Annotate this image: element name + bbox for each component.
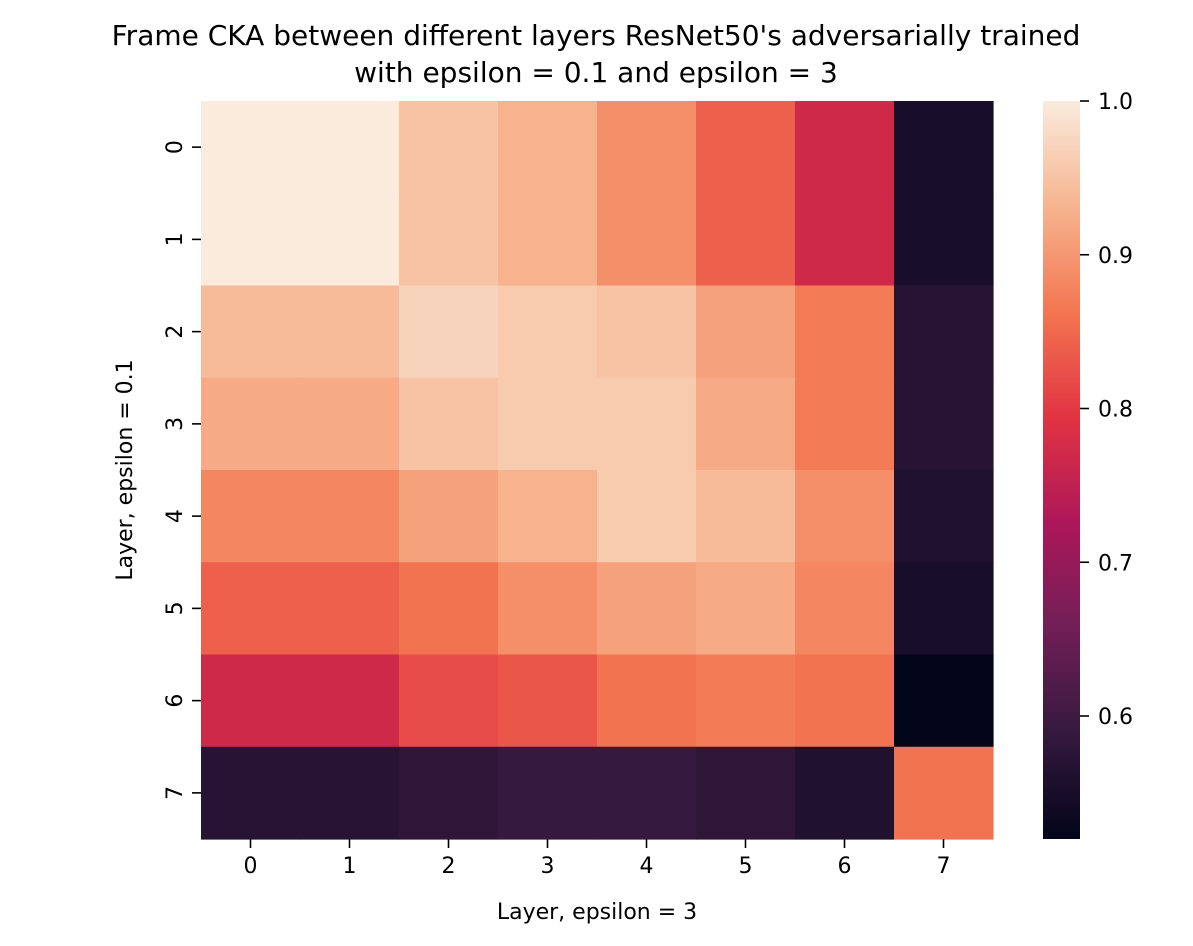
heatmap-cell-4-1 [300, 470, 400, 563]
heatmap-cell-3-0 [201, 377, 301, 471]
heatmap-cell-4-6 [795, 470, 895, 563]
heatmap-cell-0-2 [399, 101, 499, 194]
heatmap-cell-7-7 [894, 746, 994, 840]
heatmap-cell-0-6 [795, 101, 895, 194]
y-tick-label-0: 0 [163, 140, 188, 154]
x-tick-label-4: 4 [640, 854, 654, 879]
heatmap-cell-0-0 [201, 101, 301, 194]
heatmap-cell-4-3 [498, 470, 598, 563]
x-tick-label-5: 5 [739, 854, 753, 879]
x-tick-label-7: 7 [937, 854, 951, 879]
heatmap-cell-2-4 [597, 285, 697, 379]
y-tick-label-5: 5 [163, 601, 188, 615]
y-tick-label-7: 7 [163, 786, 188, 800]
heatmap-cell-5-0 [201, 562, 301, 656]
heatmap-cell-5-1 [300, 562, 400, 656]
x-tick-label-1: 1 [343, 854, 357, 879]
heatmap-cell-4-5 [696, 470, 796, 563]
heatmap-cell-2-0 [201, 285, 301, 379]
colorbar-tick-label-1: 0.9 [1098, 244, 1133, 269]
colorbar-tick-label-3: 0.7 [1098, 551, 1133, 576]
heatmap-cell-1-4 [597, 193, 697, 287]
heatmap-cell-7-6 [795, 746, 895, 840]
heatmap-cell-5-5 [696, 562, 796, 656]
heatmap-cell-2-6 [795, 285, 895, 379]
x-tick-label-3: 3 [541, 854, 555, 879]
heatmap-cell-0-5 [696, 101, 796, 194]
colorbar-tick-label-4: 0.6 [1098, 705, 1133, 730]
heatmap-cell-2-2 [399, 285, 499, 379]
chart-title-line-2: with epsilon = 0.1 and epsilon = 3 [354, 56, 838, 89]
heatmap-cell-5-4 [597, 562, 697, 656]
chart-title-line-1: Frame CKA between different layers ResNe… [112, 19, 1081, 52]
heatmap-cell-1-1 [300, 193, 400, 287]
x-axis-ticks: 0 1 2 3 4 5 6 7 [244, 839, 951, 879]
heatmap-cell-1-2 [399, 193, 499, 287]
heatmap-cell-6-0 [201, 654, 301, 748]
x-tick-label-6: 6 [838, 854, 852, 879]
heatmap-cell-7-2 [399, 746, 499, 840]
heatmap-cell-0-7 [894, 101, 994, 194]
heatmap-cell-0-1 [300, 101, 400, 194]
y-tick-label-1: 1 [163, 232, 188, 246]
heatmap-cell-2-5 [696, 285, 796, 379]
heatmap-cell-6-5 [696, 654, 796, 748]
heatmap-cell-3-3 [498, 377, 598, 471]
heatmap-cell-1-3 [498, 193, 598, 287]
heatmap-cell-3-6 [795, 377, 895, 471]
heatmap-cell-3-7 [894, 377, 994, 471]
heatmap-cell-7-5 [696, 746, 796, 840]
heatmap-cell-7-4 [597, 746, 697, 840]
heatmap-cell-4-0 [201, 470, 301, 563]
y-axis-ticks: 0 1 2 3 4 5 6 7 [163, 140, 201, 800]
heatmap-cell-4-7 [894, 470, 994, 563]
x-tick-label-0: 0 [244, 854, 258, 879]
heatmap-cells [201, 101, 994, 840]
heatmap-cell-7-1 [300, 746, 400, 840]
heatmap-cell-0-4 [597, 101, 697, 194]
heatmap-cell-3-1 [300, 377, 400, 471]
heatmap-cell-6-2 [399, 654, 499, 748]
colorbar-ticks: 1.0 0.9 0.8 0.7 0.6 [1080, 90, 1133, 730]
heatmap-cell-2-7 [894, 285, 994, 379]
colorbar-tick-label-0: 1.0 [1098, 90, 1133, 115]
heatmap-cell-6-4 [597, 654, 697, 748]
heatmap-cell-5-7 [894, 562, 994, 656]
heatmap-cell-4-4 [597, 470, 697, 563]
colorbar-tick-label-2: 0.8 [1098, 398, 1133, 423]
colorbar [1043, 101, 1080, 839]
heatmap-cell-2-1 [300, 285, 400, 379]
heatmap-cell-6-1 [300, 654, 400, 748]
heatmap-cell-7-0 [201, 746, 301, 840]
heatmap-cell-5-6 [795, 562, 895, 656]
heatmap-cell-4-2 [399, 470, 499, 563]
x-axis-label: Layer, epsilon = 3 [497, 900, 697, 925]
heatmap-cell-1-6 [795, 193, 895, 287]
y-tick-label-2: 2 [163, 325, 188, 339]
y-tick-label-6: 6 [163, 694, 188, 708]
heatmap-cell-1-7 [894, 193, 994, 287]
heatmap-cell-3-5 [696, 377, 796, 471]
heatmap-cell-2-3 [498, 285, 598, 379]
heatmap-cell-3-2 [399, 377, 499, 471]
heatmap-cell-0-3 [498, 101, 598, 194]
y-tick-label-4: 4 [163, 509, 188, 523]
heatmap-cell-6-7 [894, 654, 994, 748]
heatmap-cell-1-5 [696, 193, 796, 287]
y-tick-label-3: 3 [163, 417, 188, 431]
heatmap-cell-1-0 [201, 193, 301, 287]
heatmap-cell-7-3 [498, 746, 598, 840]
heatmap-cell-6-3 [498, 654, 598, 748]
heatmap-cell-5-2 [399, 562, 499, 656]
heatmap-cell-3-4 [597, 377, 697, 471]
heatmap-cell-6-6 [795, 654, 895, 748]
x-tick-label-2: 2 [442, 854, 456, 879]
heatmap-cell-5-3 [498, 562, 598, 656]
y-axis-label: Layer, epsilon = 0.1 [113, 359, 138, 580]
